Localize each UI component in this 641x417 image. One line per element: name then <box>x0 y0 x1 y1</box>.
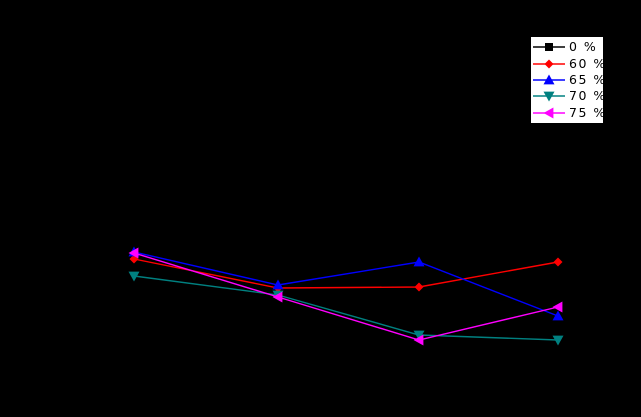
legend-item: 0 % <box>533 39 603 55</box>
triangle-up-marker-icon <box>413 256 425 267</box>
triangle-down-marker-icon <box>552 335 564 346</box>
triangle-left-marker-icon <box>272 291 283 303</box>
legend-item-label: 65 % <box>569 71 607 87</box>
series-line <box>133 252 559 341</box>
legend-item-label: 60 % <box>569 55 607 71</box>
triangle-up-marker-icon <box>272 279 284 290</box>
diamond-marker-icon <box>544 59 554 69</box>
triangle-left-marker-icon <box>413 334 424 346</box>
legend-item: 65 % <box>533 72 605 88</box>
legend: 0 % 60 % 65 % 70 % 75 % <box>530 36 605 124</box>
triangle-down-marker-icon <box>533 91 565 102</box>
series-line <box>133 258 559 289</box>
triangle-left-marker-icon <box>552 301 563 313</box>
triangle-left-marker-icon <box>533 107 565 119</box>
series-line <box>133 275 559 341</box>
series-60% <box>129 254 563 293</box>
diamond-marker-icon <box>533 59 565 69</box>
series-line <box>133 251 559 317</box>
triangle-left-marker-icon <box>128 247 139 259</box>
triangle-up-marker-icon <box>552 310 564 321</box>
triangle-down-marker-icon <box>543 91 555 102</box>
square-marker-icon <box>545 43 553 52</box>
triangle-up-marker-icon <box>533 74 565 85</box>
legend-item: 60 % <box>533 56 605 72</box>
legend-item-label: 70 % <box>569 88 607 104</box>
legend-item: 75 % <box>533 105 605 121</box>
triangle-down-marker-icon <box>413 330 425 341</box>
legend-item: 70 % <box>533 88 605 104</box>
diamond-marker-icon <box>414 282 424 292</box>
diamond-marker-icon <box>553 257 563 267</box>
series-70% <box>128 271 564 346</box>
triangle-down-marker-icon <box>128 271 140 282</box>
square-marker-icon <box>533 43 565 52</box>
legend-item-label: 0 % <box>569 39 598 55</box>
triangle-up-marker-icon <box>543 74 555 85</box>
triangle-left-marker-icon <box>543 107 554 119</box>
series-75% <box>128 247 563 346</box>
legend-item-label: 75 % <box>569 104 607 120</box>
